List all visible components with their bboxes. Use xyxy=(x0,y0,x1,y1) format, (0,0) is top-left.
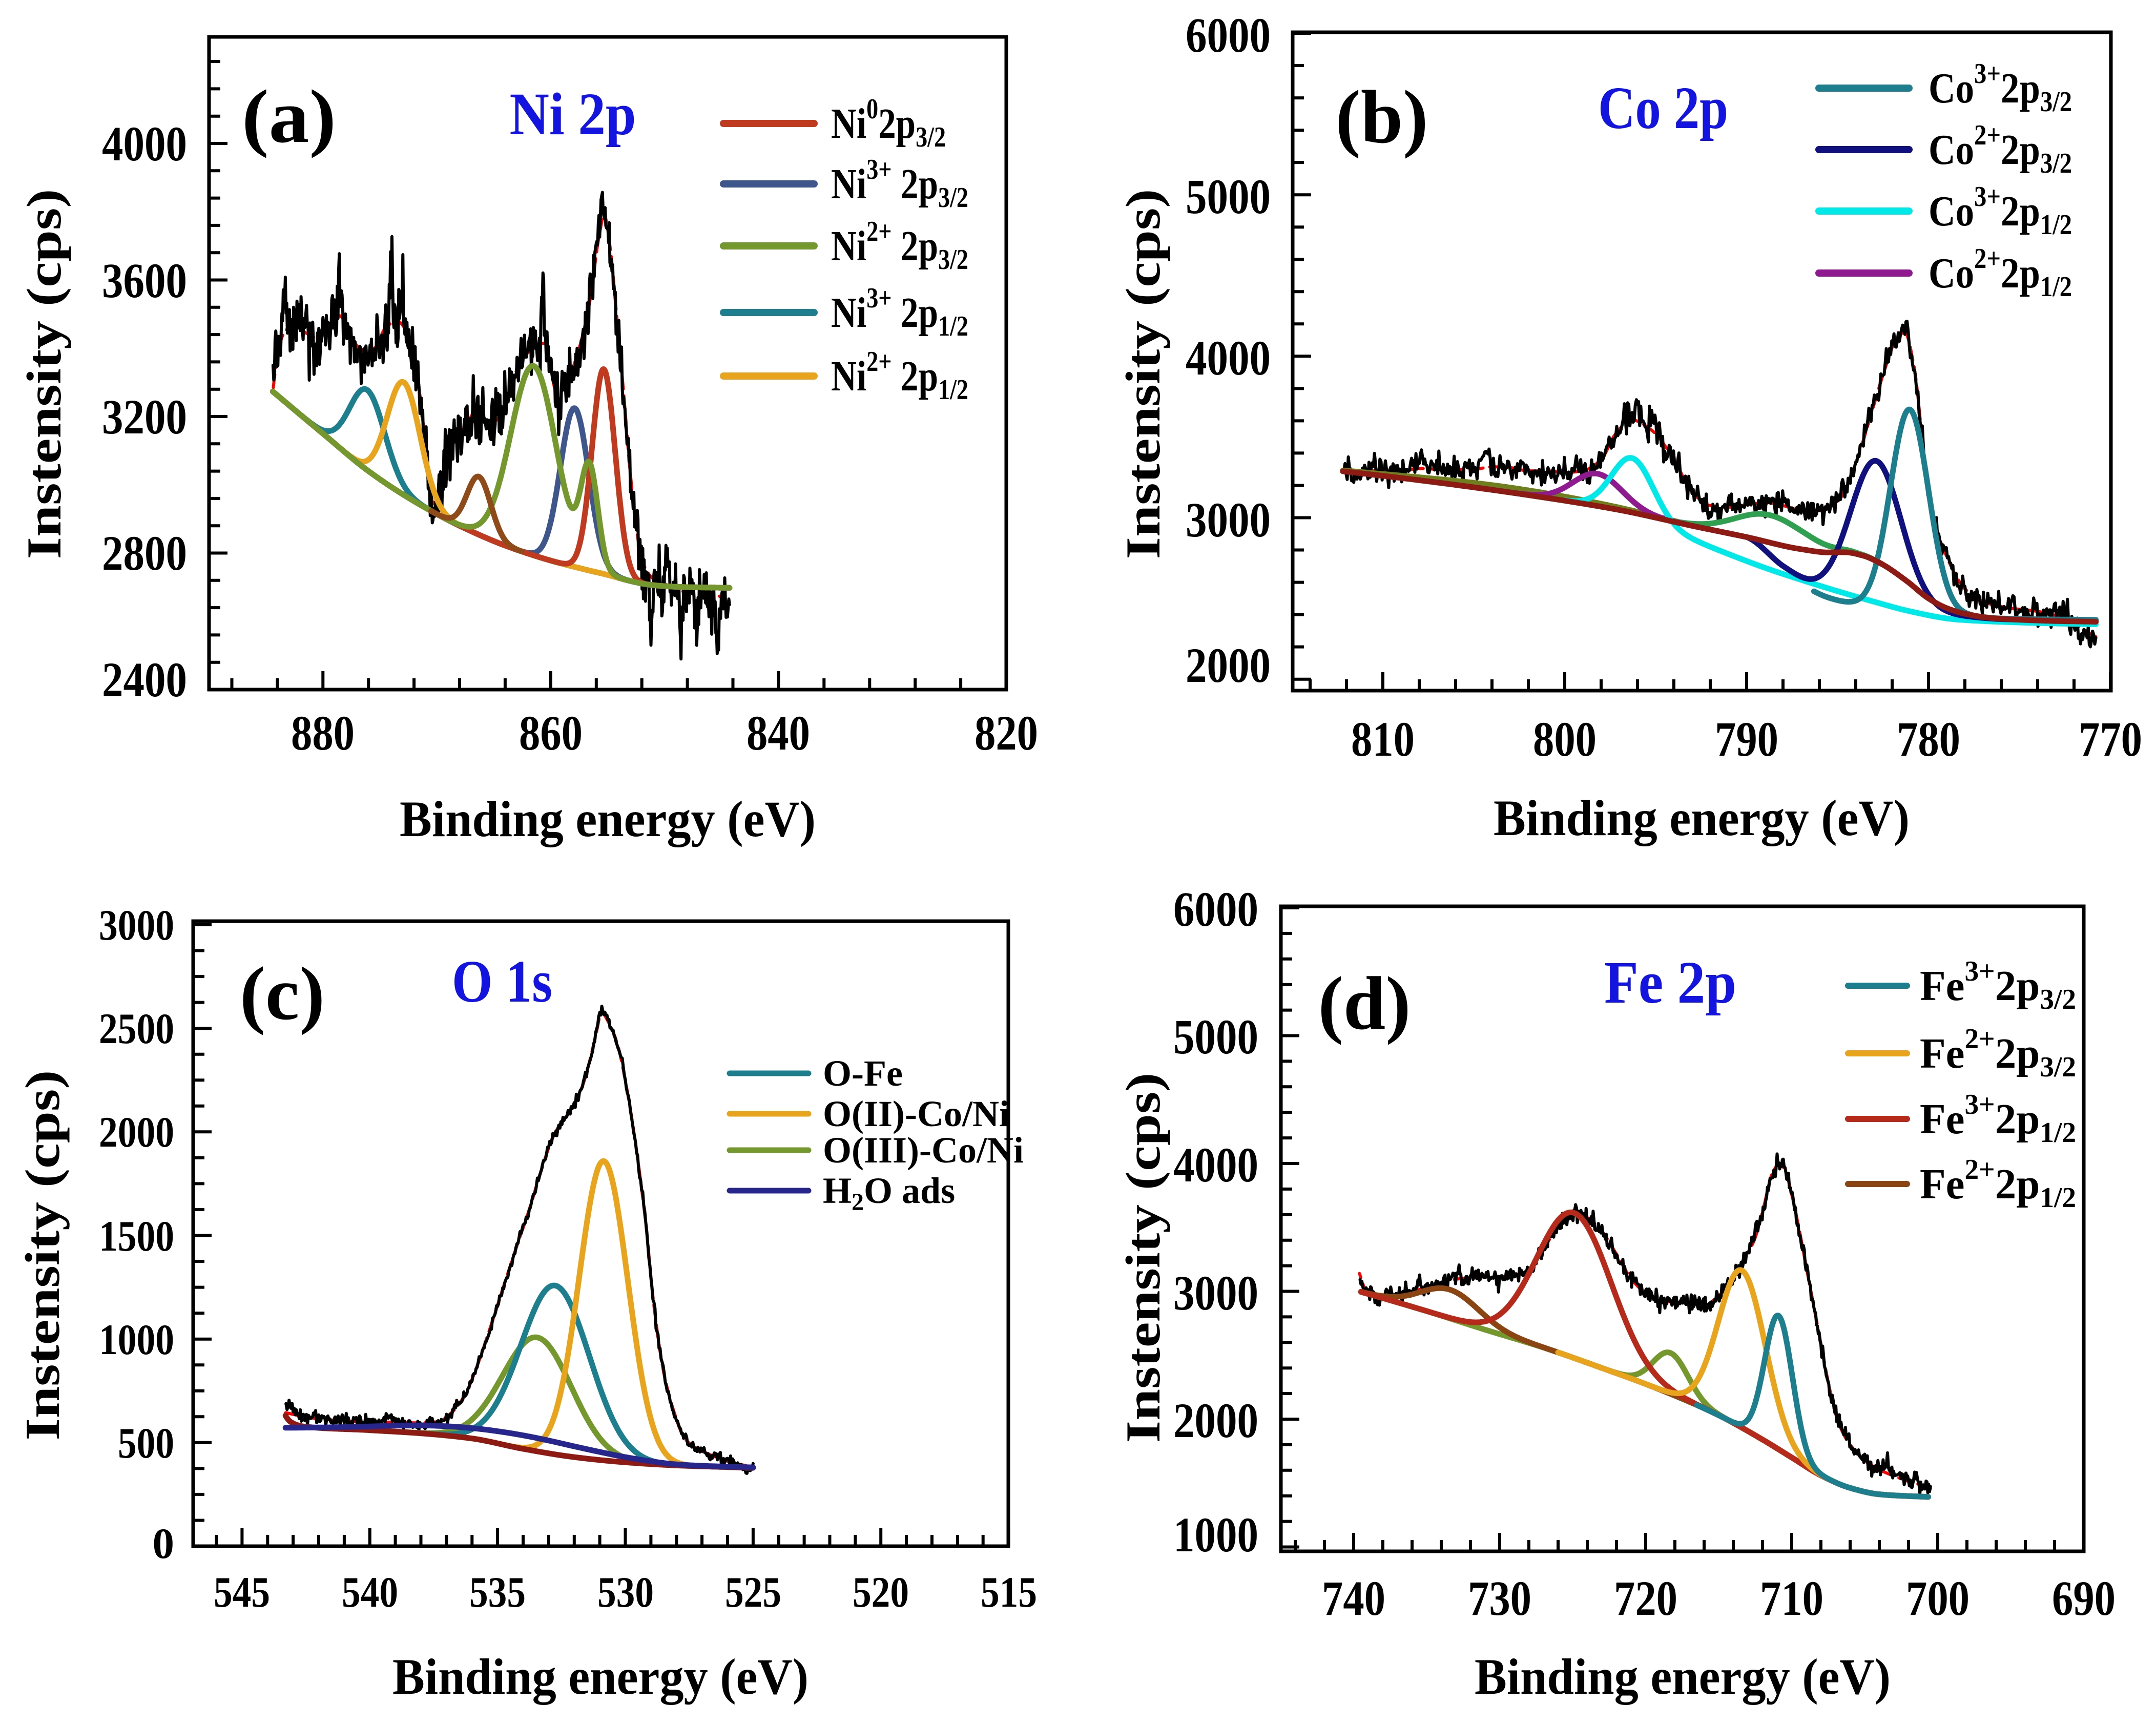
svg-text:Binding energy (eV): Binding energy (eV) xyxy=(392,1648,808,1705)
svg-text:Co3+2p3/2: Co3+2p3/2 xyxy=(1929,58,2072,118)
svg-text:(a): (a) xyxy=(242,75,336,159)
svg-text:720: 720 xyxy=(1614,1571,1677,1626)
svg-text:4000: 4000 xyxy=(1186,330,1271,385)
svg-text:0: 0 xyxy=(153,1520,175,1568)
svg-text:O(II)-Co/Ni: O(II)-Co/Ni xyxy=(823,1093,1009,1134)
svg-text:Instensity (cps): Instensity (cps) xyxy=(15,1070,70,1441)
svg-text:Binding energy (eV): Binding energy (eV) xyxy=(400,791,816,847)
svg-text:5000: 5000 xyxy=(1173,1009,1258,1064)
svg-text:O 1s: O 1s xyxy=(452,948,552,1015)
svg-text:Instensity (cps): Instensity (cps) xyxy=(1116,189,1170,559)
svg-text:2000: 2000 xyxy=(99,1108,174,1156)
svg-text:770: 770 xyxy=(2079,712,2142,766)
svg-text:Ni 2p: Ni 2p xyxy=(510,80,636,148)
svg-text:2500: 2500 xyxy=(99,1005,174,1053)
svg-text:780: 780 xyxy=(1897,712,1960,766)
svg-text:2000: 2000 xyxy=(1186,638,1271,693)
svg-text:6000: 6000 xyxy=(1173,882,1258,937)
svg-text:500: 500 xyxy=(118,1419,174,1467)
svg-text:Ni3+ 2p1/2: Ni3+ 2p1/2 xyxy=(831,282,968,342)
svg-text:525: 525 xyxy=(725,1568,781,1616)
svg-text:Ni02p3/2: Ni02p3/2 xyxy=(831,93,946,153)
svg-text:Co 2p: Co 2p xyxy=(1598,74,1728,141)
svg-text:Binding energy (eV): Binding energy (eV) xyxy=(1494,789,1910,846)
svg-text:540: 540 xyxy=(342,1568,398,1616)
svg-text:3200: 3200 xyxy=(102,389,187,444)
svg-text:800: 800 xyxy=(1533,712,1597,766)
svg-text:820: 820 xyxy=(975,705,1038,760)
svg-text:Co3+2p1/2: Co3+2p1/2 xyxy=(1929,181,2072,241)
svg-text:840: 840 xyxy=(747,705,810,760)
svg-text:4000: 4000 xyxy=(102,116,187,171)
svg-text:3000: 3000 xyxy=(1173,1265,1258,1320)
svg-text:O(III)-Co/Ni: O(III)-Co/Ni xyxy=(823,1130,1024,1171)
svg-text:1000: 1000 xyxy=(99,1316,174,1364)
svg-text:730: 730 xyxy=(1468,1571,1531,1626)
svg-text:3000: 3000 xyxy=(99,901,174,949)
svg-text:6000: 6000 xyxy=(1186,8,1271,63)
svg-text:3000: 3000 xyxy=(1186,492,1271,547)
svg-text:Ni2+ 2p1/2: Ni2+ 2p1/2 xyxy=(831,346,968,406)
svg-text:(c): (c) xyxy=(240,952,325,1036)
svg-text:2800: 2800 xyxy=(102,526,187,580)
svg-text:Binding energy (eV): Binding energy (eV) xyxy=(1475,1648,1891,1705)
svg-text:Fe 2p: Fe 2p xyxy=(1604,949,1736,1016)
svg-text:Fe2+2p3/2: Fe2+2p3/2 xyxy=(1920,1023,2076,1083)
svg-text:535: 535 xyxy=(469,1568,526,1616)
svg-text:O-Fe: O-Fe xyxy=(823,1053,903,1094)
svg-text:5000: 5000 xyxy=(1186,169,1271,224)
svg-text:880: 880 xyxy=(291,705,355,760)
svg-text:4000: 4000 xyxy=(1173,1137,1258,1192)
svg-text:1000: 1000 xyxy=(1173,1507,1258,1562)
svg-text:3600: 3600 xyxy=(102,253,187,308)
svg-text:790: 790 xyxy=(1715,712,1778,766)
svg-text:Instensity (cps): Instensity (cps) xyxy=(1116,1073,1170,1443)
svg-text:Co2+2p3/2: Co2+2p3/2 xyxy=(1929,119,2072,179)
svg-text:530: 530 xyxy=(597,1568,654,1616)
svg-text:Fe3+2p1/2: Fe3+2p1/2 xyxy=(1920,1089,2076,1149)
svg-text:Fe2+2p1/2: Fe2+2p1/2 xyxy=(1920,1154,2076,1214)
svg-text:545: 545 xyxy=(214,1568,270,1616)
svg-text:700: 700 xyxy=(1906,1571,1970,1626)
svg-text:Fe3+2p3/2: Fe3+2p3/2 xyxy=(1920,955,2076,1015)
svg-text:Co2+2p1/2: Co2+2p1/2 xyxy=(1929,243,2072,303)
svg-text:1500: 1500 xyxy=(99,1212,174,1260)
svg-text:520: 520 xyxy=(853,1568,909,1616)
svg-text:515: 515 xyxy=(981,1568,1037,1616)
svg-text:Instensity (cps): Instensity (cps) xyxy=(17,189,71,559)
svg-text:810: 810 xyxy=(1351,712,1415,766)
svg-text:710: 710 xyxy=(1760,1571,1823,1626)
svg-text:Ni2+ 2p3/2: Ni2+ 2p3/2 xyxy=(831,216,968,276)
svg-text:2400: 2400 xyxy=(102,652,187,707)
svg-text:740: 740 xyxy=(1322,1571,1385,1626)
svg-text:(d): (d) xyxy=(1318,962,1411,1046)
svg-text:Ni3+ 2p3/2: Ni3+ 2p3/2 xyxy=(831,154,968,214)
svg-text:H2O ads: H2O ads xyxy=(823,1170,955,1216)
svg-text:690: 690 xyxy=(2052,1571,2116,1626)
svg-text:860: 860 xyxy=(519,705,583,760)
svg-text:(b): (b) xyxy=(1336,75,1428,159)
svg-text:2000: 2000 xyxy=(1173,1393,1258,1448)
